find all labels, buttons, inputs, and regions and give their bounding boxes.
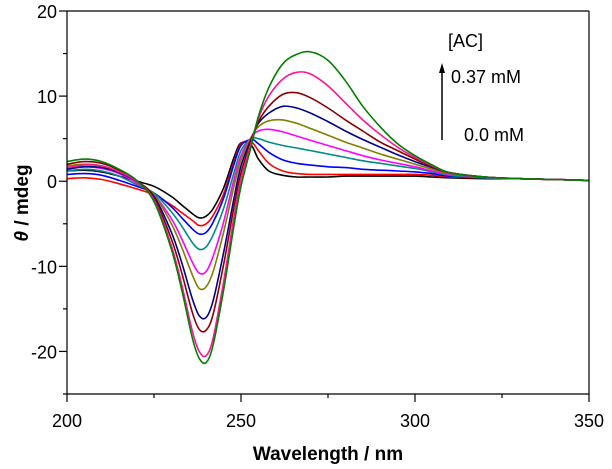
x-axis-title: Wavelength / nm bbox=[253, 444, 403, 465]
y-axis-title: θ / mdeg bbox=[12, 164, 33, 241]
series-line-2 bbox=[66, 138, 590, 236]
y-axis-symbol: θ bbox=[12, 231, 33, 242]
series-line-8 bbox=[66, 71, 590, 358]
y-tick-label-1: -10 bbox=[31, 257, 57, 277]
series-line-7 bbox=[66, 91, 590, 333]
series-line-3 bbox=[66, 136, 590, 251]
annotation-title: [AC] bbox=[448, 31, 483, 51]
concentration-arrow-head bbox=[439, 63, 445, 73]
x-tick-label-0: 200 bbox=[52, 411, 82, 431]
series-layer bbox=[66, 50, 590, 365]
y-tick-label-2: 0 bbox=[47, 172, 57, 192]
y-tick-label-0: -20 bbox=[31, 342, 57, 362]
tick-labels: 200 250 300 350 -20 -10 0 10 20 bbox=[31, 2, 604, 431]
y-tick-label-4: 20 bbox=[37, 2, 57, 22]
axes-layer bbox=[59, 10, 590, 402]
series-line-4 bbox=[66, 128, 590, 275]
series-line-9 bbox=[66, 50, 590, 365]
y-tick-label-3: 10 bbox=[37, 87, 57, 107]
y-axis-unit: / mdeg bbox=[12, 164, 33, 231]
x-tick-label-1: 250 bbox=[226, 411, 256, 431]
series-line-0 bbox=[66, 141, 590, 219]
series-line-5 bbox=[66, 118, 590, 291]
x-tick-label-2: 300 bbox=[400, 411, 430, 431]
annotation-low: 0.0 mM bbox=[464, 125, 524, 145]
x-tick-label-3: 350 bbox=[574, 411, 604, 431]
annotation-high: 0.37 mM bbox=[451, 67, 521, 87]
